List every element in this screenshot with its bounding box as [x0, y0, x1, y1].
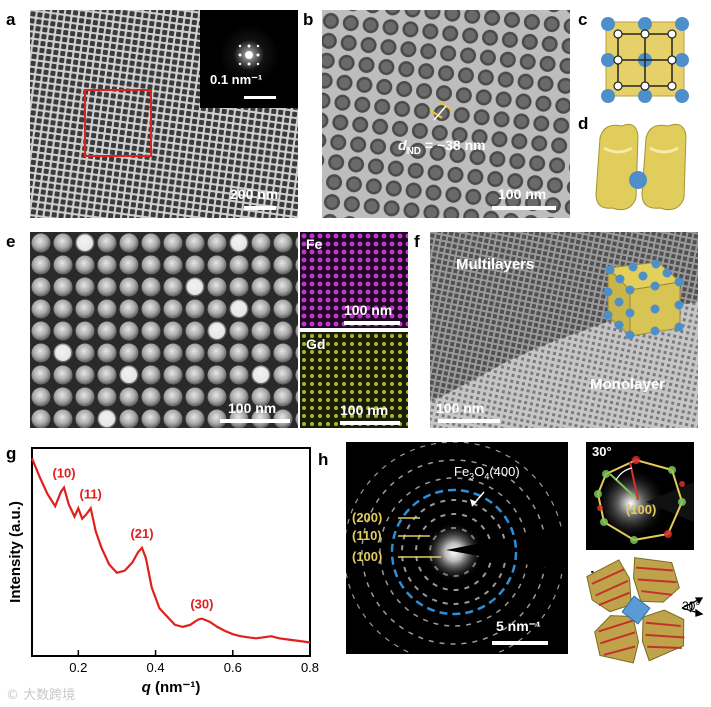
- panel-c-model: [601, 17, 689, 103]
- panel-f-multilayers-label: Multilayers: [456, 256, 535, 273]
- panel-h-beam-stop: [446, 526, 568, 572]
- panel-e-sem-image: 100 nm: [30, 232, 298, 428]
- panel-e-bright-particles: [55, 235, 269, 427]
- panel-label-e: e: [6, 232, 16, 251]
- panel-b-d-subscript: ND: [406, 145, 422, 157]
- panel-h-saed-pattern: Fe3O4(400) (200) (110) (100) 5 nm⁻¹: [346, 442, 568, 654]
- panel-a-tem-image: 0.1 nm⁻¹ 200 nm: [30, 10, 298, 218]
- panel-e-fe-label: Fe: [306, 236, 323, 252]
- panel-e-fe-scale-label: 100 nm: [344, 302, 393, 318]
- chart-x-tick-label: 0.4: [147, 660, 165, 675]
- panel-f-scale-label: 100 nm: [436, 400, 485, 416]
- panel-e-scale-label: 100 nm: [228, 400, 277, 416]
- panel-label-b: b: [303, 10, 314, 29]
- panel-b-arrow: [433, 105, 447, 121]
- panel-j-angle-label: 30°: [682, 599, 700, 613]
- panel-a-scale-label: 200 nm: [230, 186, 279, 202]
- chart-y-axis-label: Intensity (a.u.): [7, 501, 24, 603]
- panel-a-highlight-box: [84, 89, 152, 157]
- panel-label-d: d: [578, 114, 589, 133]
- panel-b-scale-label: 100 nm: [498, 186, 547, 202]
- panel-f-tem-image: Multilayers Monolayer 100 nm: [430, 232, 698, 428]
- panel-b-tem-image: dND = ~38 nm 100 nm: [322, 10, 570, 218]
- panel-b-svg: [322, 10, 570, 218]
- panel-i-green-spots: [594, 466, 686, 544]
- panel-i-svg: [594, 456, 694, 544]
- chart-peak-label: (21): [130, 526, 153, 541]
- chart-x-tick-label: 0.6: [224, 660, 242, 675]
- panel-e-scale-bar: [220, 419, 290, 423]
- panel-b-diameter-label: dND = ~38 nm: [398, 137, 486, 157]
- panel-d-blue-sphere: [629, 171, 647, 189]
- panel-label-c: c: [578, 10, 588, 29]
- panel-j-red-lines: [591, 566, 685, 656]
- panel-f-svg: [430, 232, 698, 428]
- panel-label-f: f: [414, 232, 420, 251]
- panel-h-ring-100-label: (100): [352, 549, 383, 564]
- panel-b-scale-bar: [492, 206, 556, 210]
- panel-j-blue-sphere: [621, 595, 651, 625]
- panel-c-blue-spheres: [601, 17, 689, 103]
- panel-label-g: g: [6, 444, 17, 463]
- panel-e-gd-scale-bar: [340, 421, 400, 425]
- panel-j-model: 30°: [586, 557, 704, 664]
- panel-j-angle-arrows: [681, 597, 704, 617]
- panel-h-fe3o4-label: Fe3O4(400): [454, 464, 520, 482]
- panel-i-index-label: (100): [626, 502, 657, 517]
- panel-label-h: h: [318, 450, 329, 469]
- panel-e-gd-label: Gd: [306, 336, 326, 352]
- chart-x-tick-label: 0.8: [301, 660, 319, 675]
- chart-x-tick-label: 0.2: [69, 660, 87, 675]
- panel-d-left-cube: [595, 123, 639, 211]
- panel-c-white-atoms: [613, 29, 677, 91]
- panel-e-gd-map: Gd 100 nm: [300, 332, 408, 428]
- panel-h-ring-200-label: (200): [352, 510, 383, 525]
- chart-peak-label: (11): [79, 486, 101, 501]
- panel-a-scale-bar: [244, 206, 276, 210]
- panel-i-red-spots: [597, 456, 685, 538]
- panel-i-angle-label: 30°: [592, 444, 612, 459]
- chart-x-axis-label: q (nm⁻¹): [142, 679, 201, 696]
- panel-a-inset-scale-label: 0.1 nm⁻¹: [210, 72, 263, 87]
- chart-x-tick-labels: 0.2 0.4 0.6 0.8: [69, 660, 319, 675]
- chart-series-line: [30, 457, 311, 644]
- panel-a-fft-spots: [238, 44, 260, 66]
- chart-peak-labels: (10) (11) (21) (30): [52, 466, 213, 612]
- chart-peak-label: (30): [190, 597, 213, 612]
- panel-f-monolayer-label: Monolayer: [590, 376, 666, 393]
- panel-a-inset-scale-bar: [244, 96, 276, 99]
- panel-e-fe-scale-bar: [344, 321, 400, 325]
- panel-h-fe3o4-ring: [390, 488, 518, 616]
- panel-e-lattice: [30, 232, 298, 428]
- panel-f-superlattice-model: [603, 259, 684, 340]
- panel-h-central-beam: [424, 522, 484, 582]
- panel-label-a: a: [6, 10, 16, 29]
- watermark: © 大数跨境: [6, 688, 76, 703]
- panel-f-scale-bar: [438, 419, 500, 423]
- panel-g-chart: 0.2 0.4 0.6 0.8 (10) (11) (21) (30) Intensity …: [7, 447, 319, 696]
- panel-e-svg: [30, 232, 298, 428]
- panel-d-model: [595, 123, 687, 211]
- chart-peak-label: (10): [52, 466, 75, 481]
- panel-b-lattice: [322, 10, 570, 218]
- panel-a-svg: [30, 10, 298, 218]
- panel-h-svg: [346, 442, 568, 654]
- panel-b-d-value: = ~38 nm: [421, 137, 486, 153]
- panel-h-ring-110-label: (110): [352, 528, 382, 543]
- panel-e-fe-map: Fe 100 nm: [300, 232, 408, 328]
- panel-e-gd-scale-label: 100 nm: [340, 402, 389, 418]
- panel-h-scale-label: 5 nm⁻¹: [496, 618, 541, 634]
- panel-h-scale-bar: [492, 641, 548, 645]
- panel-b-d-symbol: d: [398, 137, 407, 153]
- panel-d-right-cube: [641, 123, 687, 211]
- chart-x-ticks: [77, 650, 311, 656]
- panel-i-saed-inset: 30° (100): [586, 442, 694, 550]
